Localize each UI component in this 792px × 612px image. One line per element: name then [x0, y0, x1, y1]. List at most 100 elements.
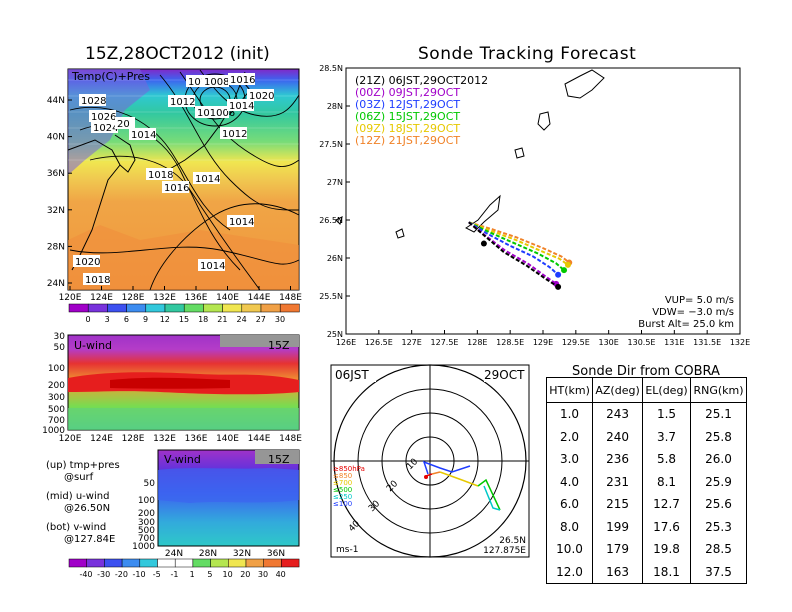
lat-tick-label: 28N — [47, 242, 65, 252]
track-xtick-label: 126.5E — [365, 338, 393, 347]
uwind-xtick-label: 124E — [90, 434, 113, 444]
table-cell: 5.8 — [642, 448, 691, 471]
map-label: Temp(C)+Pres — [71, 70, 150, 83]
table-row: 4.0 231 8.1 25.9 — [545, 470, 748, 493]
track-xticks: 126E 126.5E 127E 127.5E 128E 128.5E 129E 129.5E… — [336, 330, 750, 347]
vwind-ytick-label: 500 — [138, 526, 155, 536]
isobar-label: 1018 — [146, 168, 173, 181]
vwind-label: V-wind — [164, 453, 201, 466]
svg-text:1016: 1016 — [230, 75, 255, 86]
uwind-ytick-label: 30 — [54, 332, 66, 342]
vwind-time: 15Z — [268, 453, 290, 466]
temp-map-panel: 1028 1026 1024 20 1018 1016 1014 1012 10… — [67, 68, 300, 291]
table-cell: 28.5 — [689, 538, 748, 561]
colorbar-label: 18 — [198, 315, 208, 324]
table-cell: 199 — [592, 515, 644, 538]
uwind-ytick-label: 50 — [54, 343, 66, 353]
table-cell: 25.1 — [689, 402, 748, 426]
colorbar-cell — [174, 558, 194, 568]
colorbar-cell — [263, 558, 282, 568]
map-title: 15Z,28OCT2012 (init) — [85, 44, 270, 64]
lat-tick-label: 40N — [47, 133, 65, 143]
uwind-ytick-label: 200 — [48, 381, 65, 391]
colorbar-cell — [164, 303, 185, 313]
table-cell: 236 — [592, 448, 644, 471]
level-entry: ≤700 — [333, 479, 352, 487]
svg-text:1014: 1014 — [131, 130, 156, 141]
isobar-label: 1024 — [91, 121, 118, 134]
vwind-xtick-label: 24N — [165, 549, 183, 559]
svg-text:1014: 1014 — [229, 101, 254, 112]
colorbar-label: 0 — [85, 315, 90, 324]
svg-text:1026: 1026 — [91, 112, 116, 123]
colorbar-label: 3 — [105, 315, 110, 324]
colorbar-cell — [157, 558, 176, 568]
vwind-xtick-label: 36N — [267, 549, 285, 559]
isobar-label: 20 — [115, 117, 135, 130]
svg-text:1020: 1020 — [249, 91, 274, 102]
table-cell: 6.0 — [545, 493, 594, 516]
lon-tick-label: 136E — [185, 293, 208, 303]
table-cell: 12.0 — [545, 560, 594, 584]
colorbar-label: 24 — [237, 315, 247, 324]
col-header: EL(deg) — [642, 377, 691, 403]
lon-tick-label: 144E — [248, 293, 271, 303]
lon-tick-label: 128E — [122, 293, 145, 303]
table-cell: 25.9 — [689, 470, 748, 493]
uwind-xtick-label: 144E — [248, 434, 271, 444]
table-cell: 12.7 — [642, 493, 691, 516]
uwind-xtick-label: 136E — [185, 434, 208, 444]
track-xtick-label: 127.5E — [431, 338, 459, 347]
track-xtick-label: 132E — [730, 338, 750, 347]
colorbar-label: 27 — [256, 315, 266, 324]
vwind-xtick-label: 28N — [199, 549, 217, 559]
table-row: 8.0 199 17.6 25.3 — [545, 515, 748, 538]
vwind-xtick-label: 32N — [233, 549, 251, 559]
isobar-label: 101006 — [195, 106, 235, 119]
table-cell: 240 — [592, 425, 644, 448]
lon-tick-label: 124E — [90, 293, 113, 303]
svg-text:(mid) u-wind: (mid) u-wind — [46, 491, 109, 502]
colorbar-cell — [68, 303, 89, 313]
vdw-label: VDW= −3.0 m/s — [652, 307, 734, 318]
legend-entry: (21Z) 06JST,29OCT2012 — [355, 74, 488, 87]
table-cell: 25.6 — [689, 493, 748, 516]
colorbar-label: 15 — [179, 315, 189, 324]
track-ytick-label: 25.5N — [319, 292, 343, 301]
colorbar-label: 40 — [276, 570, 286, 579]
svg-text:1024: 1024 — [93, 123, 118, 134]
uwind-label: U-wind — [74, 339, 112, 352]
svg-text:1014: 1014 — [195, 174, 220, 185]
isobar-label: 1020 — [73, 255, 100, 268]
vwind-ytick-label: 50 — [144, 479, 156, 489]
track-xtick-label: 128E — [467, 338, 487, 347]
colorbar-cell — [192, 558, 211, 568]
svg-text:1018: 1018 — [85, 275, 110, 286]
table-row: 12.0 163 18.1 37.5 — [545, 560, 748, 584]
legend-entry: (06Z) 15JST,29OCT — [355, 110, 460, 123]
isobar-label: 1016 — [228, 73, 255, 86]
colorbar-cell — [68, 558, 87, 568]
uwind-ytick-label: 700 — [48, 416, 65, 426]
isobar-label: 1020 — [247, 89, 274, 102]
isobar-label: 1014 — [129, 128, 156, 141]
table-cell: 8.0 — [545, 515, 594, 538]
colorbar-cell — [87, 303, 108, 313]
table-title: Sonde Dir from COBRA — [572, 364, 720, 379]
uwind-xtick-label: 132E — [153, 434, 176, 444]
colorbar-cell — [241, 303, 262, 313]
table-cell: 3.0 — [545, 448, 594, 471]
track-line — [468, 221, 565, 271]
colorbar-cell — [222, 303, 243, 313]
table-cell: 1.5 — [642, 402, 691, 426]
temp-colorbar: 0 3 6 9 12 15 18 21 24 27 30 — [68, 303, 300, 324]
table-cell: 2.0 — [545, 425, 594, 448]
colorbar-cell — [281, 558, 300, 568]
vwind-xticks: 24N 28N 32N 36N — [165, 549, 285, 559]
track-legend: (21Z) 06JST,29OCT2012(00Z) 09JST,29OCT(0… — [355, 74, 488, 147]
isobar-label: 1014 — [193, 172, 220, 185]
track-title: Sonde Tracking Forecast — [418, 44, 637, 64]
track-line — [468, 221, 569, 266]
